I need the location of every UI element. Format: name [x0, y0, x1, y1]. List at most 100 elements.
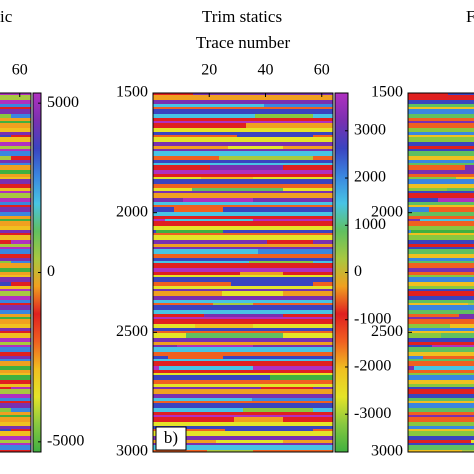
- trace-band: [0, 163, 31, 165]
- trace-band: [153, 403, 333, 408]
- trace-band: [0, 149, 31, 151]
- trace-band: [0, 373, 31, 375]
- trace-band: [408, 431, 474, 436]
- trace-band: [153, 443, 333, 445]
- trace-band: [408, 165, 474, 170]
- trace-band: [153, 375, 333, 380]
- trace-band: [153, 184, 333, 188]
- trace-band: [408, 170, 474, 174]
- trace-band: [153, 160, 333, 163]
- trace-streak: [168, 356, 223, 359]
- trace-band: [153, 277, 333, 282]
- trace-band: [153, 174, 333, 177]
- trace-band: [0, 188, 31, 191]
- trace-band: [408, 403, 474, 408]
- trace-band: [153, 247, 333, 249]
- trace-band: [0, 258, 31, 261]
- trace-band: [153, 118, 333, 121]
- trace-band: [408, 118, 474, 121]
- trace-band: [408, 254, 474, 258]
- trace-band: [153, 151, 333, 156]
- trace-band: [0, 289, 31, 291]
- colorbar-tick-label: -5000: [47, 433, 84, 450]
- trace-band: [153, 398, 333, 401]
- trace-band: [408, 174, 474, 177]
- trace-streak: [204, 314, 283, 317]
- trace-band: [153, 275, 333, 277]
- trace-streak: [0, 104, 31, 107]
- trace-band: [153, 422, 333, 426]
- trace-band: [0, 431, 31, 436]
- trace-band: [153, 296, 333, 300]
- trace-band: [0, 202, 31, 205]
- trace-band: [153, 226, 333, 230]
- trace-streak: [465, 165, 474, 170]
- trace-band: [153, 431, 333, 436]
- trace-band: [408, 221, 474, 226]
- trace-band: [408, 247, 474, 249]
- trace-band: [153, 233, 333, 235]
- trace-band: [153, 114, 333, 118]
- trace-band: [153, 123, 333, 128]
- trace-band: [408, 142, 474, 146]
- trace-streak: [219, 156, 313, 160]
- trace-band: [408, 328, 474, 331]
- trace-band: [408, 296, 474, 300]
- trace-band: [0, 235, 31, 240]
- colorbar-tick-label: 0: [47, 263, 55, 280]
- trace-band: [0, 401, 31, 403]
- trace-band: [153, 319, 333, 324]
- trace-streak: [0, 249, 31, 254]
- trace-band: [0, 135, 31, 137]
- trace-streak: [456, 177, 474, 179]
- trace-streak: [249, 261, 313, 263]
- trace-streak: [210, 165, 283, 170]
- trace-streak: [468, 303, 474, 305]
- trace-band: [153, 373, 333, 375]
- trace-band: [0, 415, 31, 417]
- trace-band: [0, 356, 31, 359]
- trace-band: [0, 338, 31, 342]
- trace-band: [408, 163, 474, 165]
- trace-band: [0, 151, 31, 156]
- trace-band: [408, 151, 474, 156]
- colorbar-tick-label: 5000: [47, 94, 79, 111]
- trace-band: [408, 95, 474, 100]
- trace-band: [408, 398, 474, 401]
- trace-band: [408, 310, 474, 314]
- trace-band: [0, 296, 31, 300]
- trace-band: [0, 109, 31, 114]
- trace-streak: [411, 230, 474, 233]
- trace-band: [408, 387, 474, 389]
- trace-band: [408, 324, 474, 328]
- trace-band: [0, 436, 31, 440]
- trace-streak: [258, 249, 333, 254]
- trace-band: [408, 233, 474, 235]
- trace-band: [153, 361, 333, 366]
- trace-band: [153, 121, 333, 123]
- trace-band: [153, 394, 333, 398]
- trace-band: [0, 443, 31, 445]
- trace-band: [153, 104, 333, 107]
- trace-band: [153, 384, 333, 387]
- trace-streak: [240, 272, 283, 275]
- trace-band: [408, 135, 474, 137]
- trace-streak: [243, 408, 313, 412]
- trace-band: [0, 305, 31, 310]
- trace-band: [408, 272, 474, 275]
- plot-frame: [407, 92, 474, 453]
- trace-band: [408, 331, 474, 333]
- trace-streak: [255, 114, 313, 118]
- y-tick-label: 3000: [116, 443, 148, 460]
- trace-band: [0, 142, 31, 146]
- trace-band: [408, 109, 474, 114]
- trace-band: [408, 443, 474, 445]
- trace-band: [0, 193, 31, 198]
- trace-band: [153, 352, 333, 356]
- trace-band: [153, 230, 333, 233]
- colorbar-tick-label: -2000: [354, 358, 391, 375]
- trace-band: [0, 394, 31, 398]
- colorbar-tick-label: 1000: [354, 216, 386, 233]
- trace-streak: [165, 219, 253, 221]
- trace-band: [408, 244, 474, 247]
